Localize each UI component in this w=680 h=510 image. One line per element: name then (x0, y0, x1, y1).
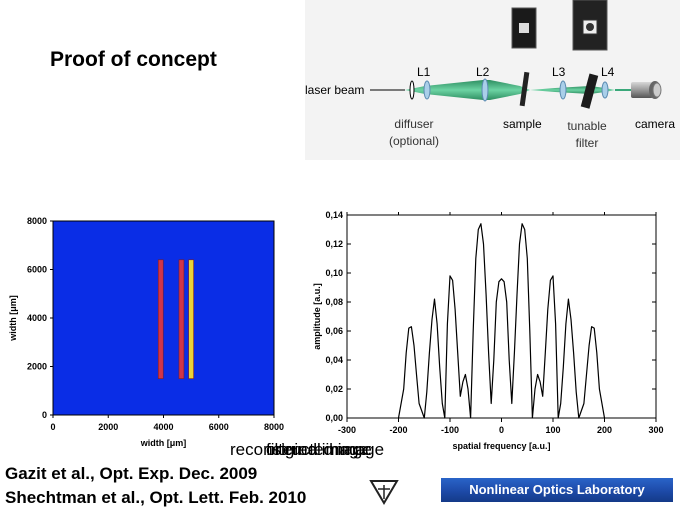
x-tick-label: -300 (338, 425, 356, 435)
camera-icon (631, 81, 662, 99)
y-tick-label: 8000 (27, 216, 47, 226)
caption-original: original image (266, 440, 372, 459)
heatmap-stripe-3 (188, 259, 194, 379)
x-tick-label: -100 (441, 425, 459, 435)
y-tick-label: 4000 (27, 313, 47, 323)
lens-label-l3: L3 (552, 65, 566, 79)
x-tick-label: -200 (389, 425, 407, 435)
lens-l2 (481, 78, 489, 102)
y-tick-label: 0,08 (325, 297, 343, 307)
diffuser-callout: diffuser (optional) (388, 117, 440, 148)
y-axis-label: amplitude [a.u.] (312, 283, 322, 350)
tunable-filter (580, 73, 599, 109)
lens-l4 (601, 81, 609, 99)
spectrum-series-line (397, 223, 606, 419)
beam (405, 80, 530, 100)
caption-filtered: filtered image (266, 440, 369, 459)
slide-title: Proof of concept (50, 48, 217, 71)
x-tick-label: 6000 (209, 422, 229, 432)
citations: Gazit et al., Opt. Exp. Dec. 2009 Shecht… (5, 462, 306, 510)
y-tick-label: 0,06 (325, 326, 343, 336)
laser-beam-label: laser beam (305, 83, 364, 97)
x-axis-label: spatial frequency [a.u.] (452, 441, 550, 451)
heatmap-stripe-1 (157, 259, 164, 379)
lens-label-l1: L1 (417, 65, 431, 79)
y-tick-label: 0 (42, 410, 47, 420)
x-tick-label: 4000 (153, 422, 173, 432)
lens-l3 (559, 80, 567, 100)
lab-banner: Nonlinear Optics Laboratory (441, 478, 673, 502)
camera-label: camera (635, 117, 675, 131)
y-tick-label: 6000 (27, 265, 47, 275)
x-tick-label: 100 (545, 425, 560, 435)
y-tick-label: 0,04 (325, 355, 343, 365)
plot-frame (346, 214, 657, 419)
x-tick-label: 200 (597, 425, 612, 435)
x-tick-label: 0 (50, 422, 55, 432)
heatmap-chart: 0 2000 4000 6000 8000 0 2000 4000 6000 8000 width … (8, 216, 284, 448)
lens-l1 (423, 80, 431, 100)
heatmap-stripe-2 (178, 259, 185, 379)
spectrum-line-chart: -300 -200 -100 0 100 200 300 0,00 0,02 0,04 0,06 0,… (312, 210, 664, 451)
y-tick-label: 2000 (27, 362, 47, 372)
y-tick-label: 0,14 (325, 210, 343, 220)
x-tick-label: 2000 (98, 422, 118, 432)
slm-device-icon (511, 7, 537, 49)
slm-device-icon (572, 0, 608, 51)
optical-setup-diagram: laser beam L1 L2 L3 L4 sample camera (305, 0, 680, 160)
caption-reconstructed: reconstructed image (230, 440, 385, 459)
lens-label-l4: L4 (601, 65, 615, 79)
y-axis-label: width [μm] (8, 295, 18, 342)
citation-2: Shechtman et al., Opt. Lett. Feb. 2010 (5, 488, 307, 507)
diagram-backdrop (305, 0, 680, 160)
tunable-filter-callout: tunable filter (567, 119, 607, 150)
sample-plate (519, 71, 530, 107)
citation-1: Gazit et al., Opt. Exp. Dec. 2009 (5, 464, 258, 483)
y-tick-label: 0,10 (325, 268, 343, 278)
x-axis-label: width [μm] (140, 438, 187, 448)
y-tick-label: 0,02 (325, 384, 343, 394)
lens-label-l2: L2 (476, 65, 490, 79)
diffuser (409, 80, 415, 100)
y-tick-label: 0,12 (325, 239, 343, 249)
x-tick-label: 0 (499, 425, 504, 435)
institute-logo-icon (369, 480, 399, 505)
y-tick-label: 0,00 (325, 413, 343, 423)
x-tick-label: 300 (648, 425, 663, 435)
sample-label: sample (503, 117, 542, 131)
x-tick-label: 8000 (264, 422, 284, 432)
